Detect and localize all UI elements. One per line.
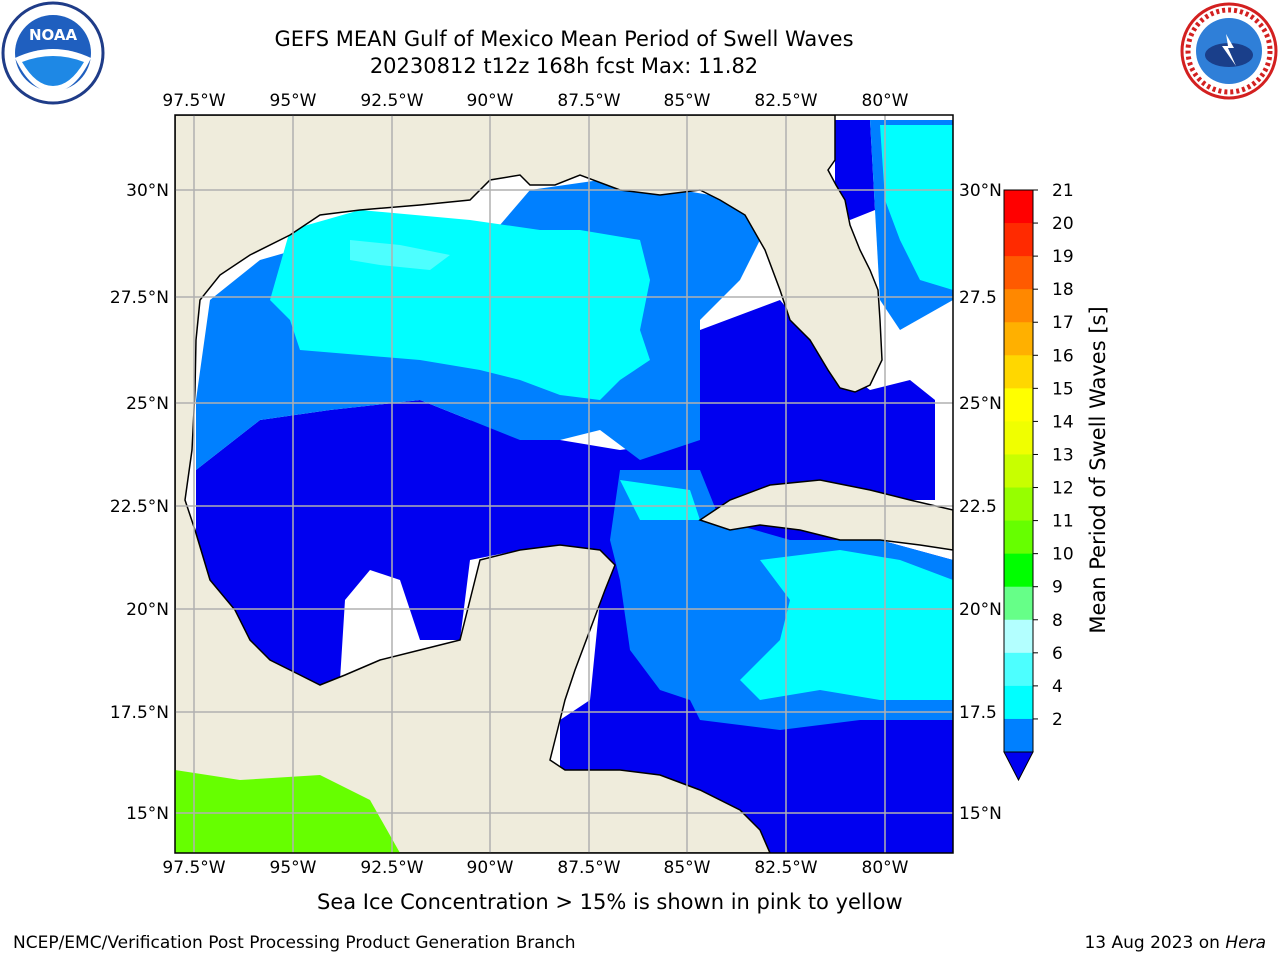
field-6-8-yucatan <box>620 480 700 520</box>
ice-note: Sea Ice Concentration > 15% is shown in … <box>317 890 903 914</box>
colorbar-tick-label: 18 <box>1052 280 1074 300</box>
colorbar <box>1003 189 1034 782</box>
lat-label: 20°N <box>959 600 1002 620</box>
colorbar-segment <box>1004 652 1033 687</box>
lat-label: 20°N <box>126 600 169 620</box>
field-6-8-caribbean <box>740 550 953 700</box>
field-8-9 <box>350 240 450 270</box>
lon-label: 90°W <box>467 91 514 111</box>
noaa-logo: NOAA <box>1 1 105 105</box>
lon-label: 82.5°W <box>754 91 817 111</box>
chart-title: GEFS MEAN Gulf of Mexico Mean Period of … <box>274 27 854 51</box>
date-value: 13 Aug 2023 on <box>1084 933 1226 953</box>
lat-label: 27.5°N <box>110 288 169 308</box>
field-6-8-atlantic <box>880 125 953 290</box>
graticule <box>175 115 953 853</box>
colorbar-segment <box>1004 586 1033 621</box>
colorbar-segment <box>1004 685 1033 720</box>
lat-label: 30°N <box>959 181 1002 201</box>
colorbar-tick-label: 14 <box>1052 412 1074 432</box>
colorbar-tick-label: 17 <box>1052 313 1074 333</box>
lat-label: 15°N <box>126 804 169 824</box>
colorbar-tick-label: 16 <box>1052 346 1074 366</box>
svg-text:NOAA: NOAA <box>29 26 78 44</box>
lon-label: 97.5°W <box>162 91 225 111</box>
colorbar-tick-label: 20 <box>1052 214 1074 234</box>
colorbar-tick-label: 19 <box>1052 247 1074 267</box>
land-north-america <box>175 115 883 853</box>
lon-label: 90°W <box>467 858 514 878</box>
lat-label: 22.5 <box>959 497 997 517</box>
chart-subtitle: 20230812 t12z 168h fcst Max: 11.82 <box>369 54 759 78</box>
colorbar-segment <box>1004 520 1033 555</box>
colorbar-extension <box>1003 751 1034 782</box>
credit-text: NCEP/EMC/Verification Post Processing Pr… <box>13 933 576 953</box>
lat-label: 30°N <box>126 181 169 201</box>
colorbar-segment <box>1004 454 1033 489</box>
land-central-america-green <box>175 770 400 853</box>
colorbar-tick-label: 13 <box>1052 445 1074 465</box>
lon-label: 97.5°W <box>162 858 225 878</box>
colorbar-segment <box>1004 322 1033 356</box>
map-area <box>175 115 953 853</box>
colorbar-frame <box>1003 189 1034 753</box>
lon-label: 80°W <box>862 858 909 878</box>
colorbar-tick-label: 9 <box>1052 578 1063 598</box>
colorbar-ticks: 21 20 19 18 17 16 15 14 13 12 11 10 9 8 6 4 2 <box>1033 181 1074 730</box>
lat-label: 25°N <box>126 394 169 414</box>
colorbar-segment <box>1004 487 1033 522</box>
colorbar-tick-label: 4 <box>1052 677 1063 697</box>
lat-label: 27.5 <box>959 288 997 308</box>
colorbar-segment <box>1004 718 1033 753</box>
field-2-4-florida-strait <box>835 120 875 220</box>
lon-labels-top: 97.5°W 95°W 92.5°W 90°W 87.5°W 85°W 82.5… <box>162 91 908 111</box>
lon-label: 85°W <box>664 858 711 878</box>
lon-label: 82.5°W <box>754 858 817 878</box>
lon-label: 85°W <box>664 91 711 111</box>
nws-logo <box>1180 2 1278 100</box>
date-text: 13 Aug 2023 on Hera <box>1084 933 1266 953</box>
colorbar-tick-label: 10 <box>1052 545 1074 565</box>
colorbar-tick-label: 21 <box>1052 181 1074 201</box>
colorbar-segment <box>1004 388 1033 422</box>
colorbar-tick-label: 6 <box>1052 644 1063 664</box>
colorbar-segment <box>1004 256 1033 290</box>
colorbar-tick-label: 15 <box>1052 379 1074 399</box>
lat-label: 15°N <box>959 804 1002 824</box>
lat-labels-right: 30°N 27.5 25°N 22.5 20°N 17.5 15°N <box>959 181 1002 824</box>
lon-label: 92.5°W <box>360 91 423 111</box>
lon-label: 92.5°W <box>360 858 423 878</box>
colorbar-segment <box>1004 619 1033 654</box>
lon-labels-bottom: 97.5°W 95°W 92.5°W 90°W 87.5°W 85°W 82.5… <box>162 858 908 878</box>
colorbar-segment <box>1004 190 1033 224</box>
lat-labels-left: 30°N 27.5°N 25°N 22.5°N 20°N 17.5°N 15°N <box>110 181 169 824</box>
lon-label: 95°W <box>270 858 317 878</box>
colorbar-segment <box>1004 421 1033 455</box>
colorbar-tick-label: 8 <box>1052 611 1063 631</box>
colorbar-tick-label: 12 <box>1052 479 1074 499</box>
colorbar-segment <box>1004 289 1033 323</box>
lon-label: 87.5°W <box>557 91 620 111</box>
colorbar-label: Mean Period of Swell Waves [s] <box>1086 306 1110 634</box>
map-frame <box>174 114 954 854</box>
lon-label: 87.5°W <box>557 858 620 878</box>
colorbar-segment <box>1004 553 1033 588</box>
colorbar-tick-label: 11 <box>1052 512 1074 532</box>
lat-label: 17.5°N <box>110 703 169 723</box>
lon-label: 95°W <box>270 91 317 111</box>
lat-label: 22.5°N <box>110 497 169 517</box>
lat-label: 25°N <box>959 394 1002 414</box>
colorbar-tick-label: 2 <box>1052 710 1063 730</box>
lat-label: 17.5 <box>959 703 997 723</box>
lon-label: 80°W <box>862 91 909 111</box>
host-name: Hera <box>1225 933 1266 953</box>
colorbar-segment <box>1004 223 1033 257</box>
colorbar-segment <box>1004 355 1033 389</box>
